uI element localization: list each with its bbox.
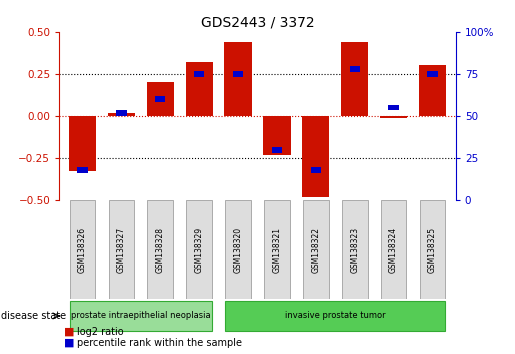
Bar bbox=[264, 200, 290, 299]
Text: GSM138325: GSM138325 bbox=[428, 227, 437, 273]
Text: prostate intraepithelial neoplasia: prostate intraepithelial neoplasia bbox=[71, 312, 211, 320]
Bar bbox=[420, 200, 445, 299]
Text: GSM138321: GSM138321 bbox=[272, 227, 281, 273]
Bar bbox=[427, 71, 438, 77]
Text: ■: ■ bbox=[64, 338, 75, 348]
Bar bbox=[225, 302, 445, 331]
Bar bbox=[225, 42, 252, 116]
Text: GSM138322: GSM138322 bbox=[311, 227, 320, 273]
Bar bbox=[311, 167, 321, 173]
Bar bbox=[185, 62, 213, 116]
Bar bbox=[381, 200, 406, 299]
Text: GSM138327: GSM138327 bbox=[117, 227, 126, 273]
Bar bbox=[116, 110, 127, 115]
Bar bbox=[70, 200, 95, 299]
Bar bbox=[342, 200, 368, 299]
Bar bbox=[303, 200, 329, 299]
Bar bbox=[263, 116, 290, 155]
Bar bbox=[70, 302, 212, 331]
Text: disease state: disease state bbox=[1, 311, 66, 321]
Bar bbox=[388, 104, 399, 110]
Bar bbox=[155, 96, 165, 102]
Bar bbox=[225, 200, 251, 299]
Text: GSM138329: GSM138329 bbox=[195, 227, 204, 273]
Title: GDS2443 / 3372: GDS2443 / 3372 bbox=[201, 15, 314, 29]
Bar bbox=[108, 113, 135, 116]
Text: GSM138320: GSM138320 bbox=[234, 227, 243, 273]
Bar bbox=[341, 42, 368, 116]
Bar bbox=[147, 82, 174, 116]
Bar bbox=[194, 71, 204, 77]
Text: log2 ratio: log2 ratio bbox=[77, 327, 124, 337]
Bar bbox=[380, 116, 407, 118]
Text: GSM138323: GSM138323 bbox=[350, 227, 359, 273]
Bar bbox=[272, 147, 282, 153]
Text: invasive prostate tumor: invasive prostate tumor bbox=[285, 312, 386, 320]
Text: GSM138324: GSM138324 bbox=[389, 227, 398, 273]
Text: percentile rank within the sample: percentile rank within the sample bbox=[77, 338, 242, 348]
Bar bbox=[77, 167, 88, 173]
Bar bbox=[419, 65, 446, 116]
Bar bbox=[186, 200, 212, 299]
Text: GSM138326: GSM138326 bbox=[78, 227, 87, 273]
Text: ■: ■ bbox=[64, 327, 75, 337]
Bar bbox=[147, 200, 173, 299]
Bar bbox=[69, 116, 96, 171]
Bar bbox=[233, 71, 243, 77]
Text: GSM138328: GSM138328 bbox=[156, 227, 165, 273]
Bar bbox=[350, 66, 360, 72]
Bar bbox=[302, 116, 330, 197]
Bar bbox=[109, 200, 134, 299]
